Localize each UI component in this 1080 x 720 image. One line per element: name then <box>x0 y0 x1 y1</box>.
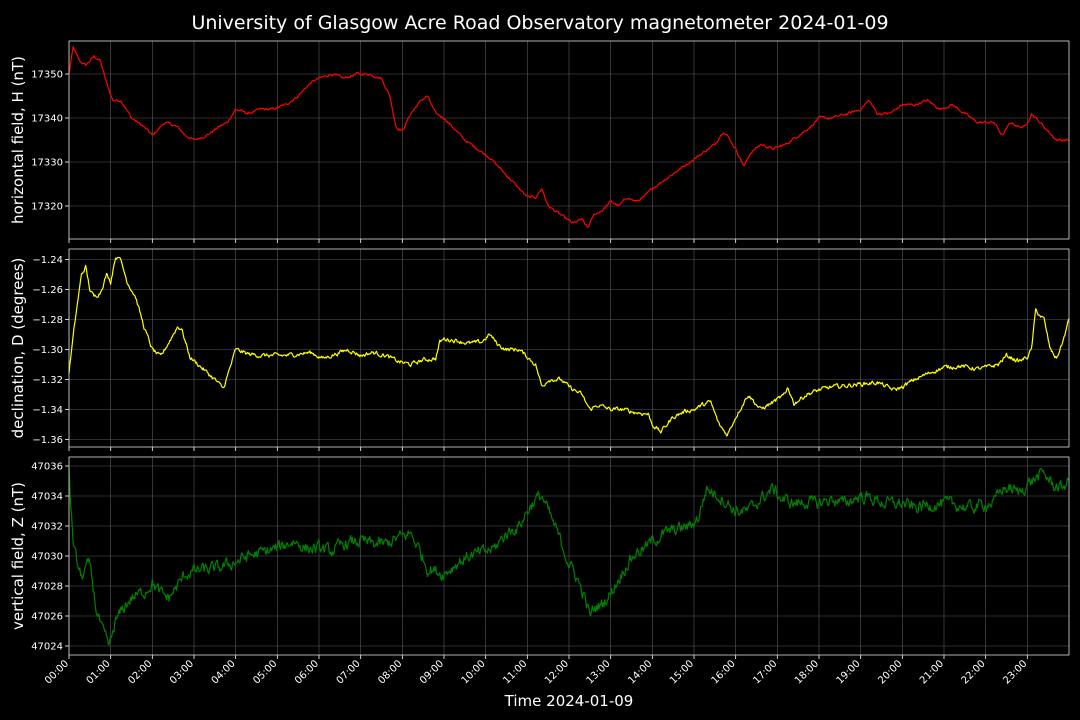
y-axis-label: declination, D (degrees) <box>9 258 27 439</box>
x-tick-label: 03:00 <box>168 658 196 686</box>
x-tick-label: 21:00 <box>918 658 946 686</box>
x-tick-label: 12:00 <box>543 658 571 686</box>
y-axis-label: vertical field, Z (nT) <box>9 482 27 630</box>
x-tick-label: 19:00 <box>835 658 863 686</box>
panel-frame <box>68 248 1070 448</box>
x-axis-label: Time 2024-01-09 <box>504 692 634 710</box>
x-tick-label: 10:00 <box>460 658 488 686</box>
x-tick-label: 14:00 <box>626 658 654 686</box>
y-tick-label: 17340 <box>31 114 63 125</box>
y-tick-label: −1.36 <box>32 435 63 446</box>
x-tick-label: 05:00 <box>251 658 279 686</box>
x-tick-label: 15:00 <box>668 658 696 686</box>
x-tick-label: 06:00 <box>293 658 321 686</box>
panel-1: 17320 17330 17340 17350 horizontal field, H … <box>9 40 1070 243</box>
x-tick-label: 17:00 <box>751 658 779 686</box>
chart-title: University of Glasgow Acre Road Observat… <box>191 12 888 34</box>
panel-2: −1.36 −1.34 −1.32 −1.30 −1.28 −1.26 −1.24 decli… <box>9 248 1070 451</box>
x-tick-label: 08:00 <box>376 658 404 686</box>
x-tick-label: 09:00 <box>418 658 446 686</box>
y-axis-label: horizontal field, H (nT) <box>9 56 27 224</box>
y-tick-label: 47034 <box>31 492 63 503</box>
x-tick-label: 04:00 <box>210 658 238 686</box>
x-tick-label: 13:00 <box>585 658 613 686</box>
y-tick-label: −1.28 <box>32 315 63 326</box>
y-tick-label: −1.24 <box>32 255 63 266</box>
x-axis: 00:00 01:00 02:00 03:00 04:00 05:00 06:00 07:00… <box>43 658 1029 686</box>
x-tick-label: 02:00 <box>126 658 154 686</box>
y-tick-label: 47026 <box>31 612 63 623</box>
x-tick-label: 18:00 <box>793 658 821 686</box>
y-tick-label: 17330 <box>31 158 63 169</box>
y-tick-label: 47030 <box>31 552 63 563</box>
y-tick-label: 47028 <box>31 582 63 593</box>
y-tick-label: 47036 <box>31 462 63 473</box>
y-tick-label: −1.34 <box>32 405 63 416</box>
x-tick-label: 16:00 <box>710 658 738 686</box>
x-tick-label: 11:00 <box>501 658 529 686</box>
x-tick-label: 07:00 <box>335 658 363 686</box>
panel-frame <box>68 456 1070 656</box>
x-tick-label: 20:00 <box>876 658 904 686</box>
x-tick-label: 23:00 <box>1001 658 1029 686</box>
y-tick-label: −1.26 <box>32 285 63 296</box>
y-tick-label: 47024 <box>31 642 63 653</box>
x-tick-label: 22:00 <box>960 658 988 686</box>
y-tick-label: −1.30 <box>32 345 63 356</box>
series-line <box>68 46 1070 228</box>
series-line <box>68 465 1070 646</box>
y-tick-label: 47032 <box>31 522 63 533</box>
y-tick-label: 17320 <box>31 202 63 213</box>
x-tick-label: 01:00 <box>85 658 113 686</box>
panel-3: 47024 47026 47028 47030 47032 47034 47036 verti… <box>9 456 1070 659</box>
y-tick-label: 17350 <box>31 70 63 81</box>
panel-frame <box>68 40 1070 240</box>
x-tick-label: 00:00 <box>43 658 71 686</box>
chart-panels: 17320 17330 17340 17350 horizontal field, H … <box>9 40 1070 659</box>
y-tick-label: −1.32 <box>32 375 63 386</box>
series-line <box>68 256 1070 437</box>
